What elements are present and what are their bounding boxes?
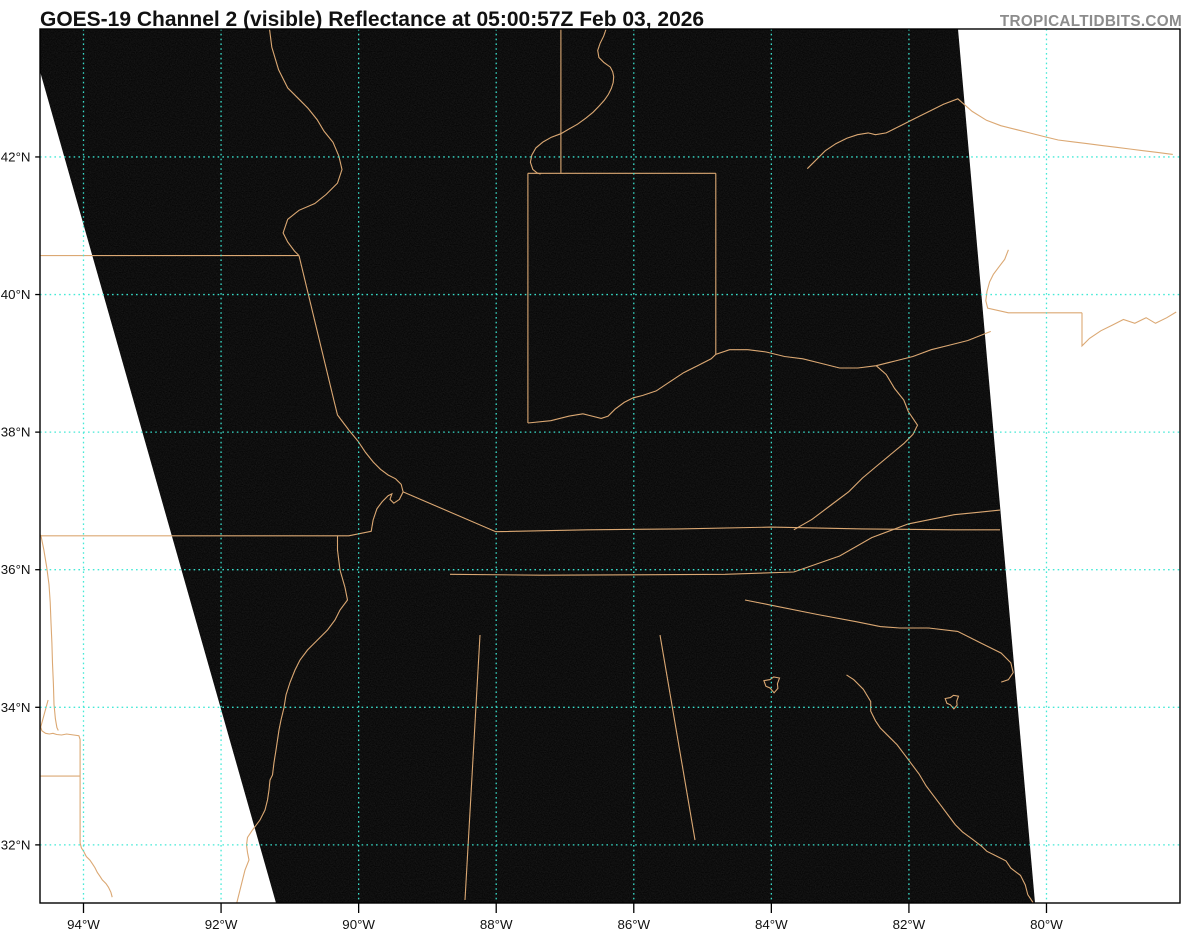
svg-text:38°N: 38°N — [1, 425, 31, 440]
svg-text:82°W: 82°W — [893, 917, 926, 929]
svg-text:34°N: 34°N — [1, 700, 31, 715]
svg-text:42°N: 42°N — [1, 150, 31, 165]
svg-text:88°W: 88°W — [480, 917, 513, 929]
svg-text:32°N: 32°N — [1, 837, 31, 852]
svg-text:86°W: 86°W — [617, 917, 650, 929]
svg-text:80°W: 80°W — [1030, 917, 1063, 929]
svg-text:40°N: 40°N — [1, 287, 31, 302]
svg-text:94°W: 94°W — [67, 917, 100, 929]
svg-text:92°W: 92°W — [205, 917, 238, 929]
svg-text:36°N: 36°N — [1, 562, 31, 577]
svg-text:84°W: 84°W — [755, 917, 788, 929]
svg-text:90°W: 90°W — [342, 917, 375, 929]
